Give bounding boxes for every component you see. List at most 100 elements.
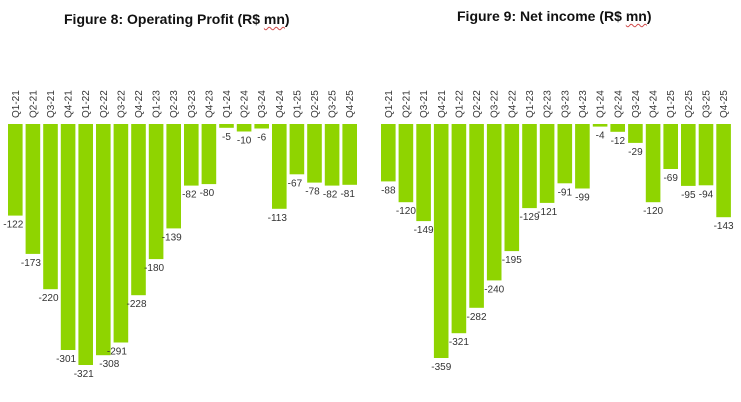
- data-label: -240: [484, 284, 504, 295]
- data-label: -67: [288, 178, 303, 189]
- data-label: -129: [519, 212, 539, 223]
- bar: [342, 124, 357, 185]
- data-label: -82: [182, 190, 197, 201]
- bar: [324, 124, 340, 186]
- chart-title-main: Figure 8: Operating Profit (R$: [64, 11, 264, 27]
- operating-profit-plot: Q1-21 -122 Q2-21 -173 Q3-21 -220 Q4-21 -301 Q1-2…: [3, 90, 357, 380]
- bar: [628, 124, 643, 143]
- x-tick-label: Q4-25: [719, 90, 730, 118]
- x-tick-label: Q1-25: [292, 90, 303, 118]
- x-tick-label: Q3-24: [257, 90, 268, 118]
- bar: [219, 124, 234, 128]
- x-tick-label: Q2-24: [613, 90, 624, 118]
- x-tick-label: Q2-25: [310, 90, 321, 118]
- bar: [307, 124, 322, 183]
- chart-title-end: ): [646, 8, 652, 24]
- bar: [681, 124, 696, 186]
- data-label: -81: [340, 189, 355, 200]
- chart-title: Figure 9: Net income (R$ mn): [457, 8, 651, 24]
- x-tick-label: Q3-25: [328, 90, 339, 118]
- bar: [522, 124, 537, 209]
- data-label: -91: [558, 187, 573, 198]
- x-tick-label: Q4-23: [204, 90, 215, 118]
- data-label: -359: [431, 362, 451, 373]
- data-label: -228: [126, 299, 146, 310]
- x-tick-label: Q4-21: [437, 90, 448, 118]
- x-tick-label: Q2-24: [240, 90, 251, 118]
- bar: [78, 124, 93, 365]
- bar: [131, 124, 146, 296]
- x-tick-label: Q4-24: [275, 90, 286, 118]
- x-tick-label: Q4-23: [578, 90, 589, 118]
- data-label: -173: [21, 258, 41, 269]
- data-label: -12: [611, 136, 626, 147]
- x-tick-label: Q1-22: [454, 90, 465, 118]
- bar: [469, 124, 484, 308]
- bar: [592, 124, 608, 127]
- bar: [184, 124, 199, 186]
- bar: [433, 124, 449, 358]
- chart-title-main: Figure 9: Net income (R$: [457, 8, 626, 24]
- data-label: -139: [162, 232, 182, 243]
- data-label: -88: [381, 185, 396, 196]
- x-tick-label: Q4-22: [134, 90, 145, 118]
- data-label: -69: [663, 173, 678, 184]
- bar: [113, 124, 129, 343]
- bar: [663, 124, 678, 169]
- x-tick-label: Q1-21: [11, 90, 22, 118]
- data-label: -6: [257, 133, 266, 144]
- x-tick-label: Q1-22: [81, 90, 92, 118]
- bar: [486, 124, 502, 281]
- x-tick-label: Q2-22: [99, 90, 110, 118]
- data-label: -308: [99, 359, 119, 370]
- bar: [575, 124, 590, 189]
- net-income-plot: Q1-21 -88 Q2-21 -120 Q3-21 -149 Q4-21 -359 Q1-22…: [381, 90, 734, 373]
- x-tick-label: Q2-21: [401, 90, 412, 118]
- bar: [96, 124, 111, 356]
- bar: [398, 124, 414, 203]
- bar: [236, 124, 252, 132]
- bar: [645, 124, 661, 203]
- x-tick-label: Q1-21: [384, 90, 395, 118]
- x-tick-label: Q3-24: [631, 90, 642, 118]
- bar: [716, 124, 731, 218]
- bar: [43, 124, 58, 290]
- chart-title-unit: mn: [263, 11, 285, 27]
- data-label: -113: [268, 213, 288, 224]
- x-tick-label: Q1-24: [596, 90, 607, 118]
- bar: [504, 124, 520, 252]
- bar: [557, 124, 573, 184]
- data-label: -80: [200, 188, 215, 199]
- bar: [8, 124, 23, 216]
- x-tick-label: Q3-25: [702, 90, 713, 118]
- data-label: -82: [323, 190, 338, 201]
- bar: [272, 124, 287, 209]
- chart-title-unit: mn: [625, 8, 647, 24]
- data-label: -29: [628, 147, 643, 158]
- x-tick-label: Q4-22: [507, 90, 518, 118]
- x-tick-label: Q2-21: [28, 90, 39, 118]
- x-tick-label: Q4-24: [649, 90, 660, 118]
- bar: [539, 124, 555, 203]
- x-tick-label: Q1-23: [152, 90, 163, 118]
- data-label: -99: [575, 193, 590, 204]
- bar: [254, 124, 269, 129]
- data-label: -122: [3, 220, 23, 231]
- x-tick-label: Q2-23: [169, 90, 180, 118]
- bar: [610, 124, 625, 132]
- bar: [201, 124, 217, 185]
- data-label: -78: [305, 187, 320, 198]
- data-label: -291: [107, 347, 127, 358]
- data-label: -120: [396, 206, 416, 217]
- data-label: -282: [466, 312, 486, 323]
- data-label: -220: [38, 293, 58, 304]
- chart-title-end: ): [284, 11, 290, 27]
- bar: [451, 124, 467, 334]
- data-label: -4: [596, 131, 605, 142]
- x-tick-label: Q3-23: [560, 90, 571, 118]
- data-label: -321: [449, 337, 469, 348]
- x-tick-label: Q3-21: [419, 90, 430, 118]
- data-label: -95: [681, 190, 696, 201]
- operating-profit-chart: Figure 8: Operating Profit (R$ mn) Q1-21…: [0, 0, 370, 402]
- data-label: -143: [714, 221, 734, 232]
